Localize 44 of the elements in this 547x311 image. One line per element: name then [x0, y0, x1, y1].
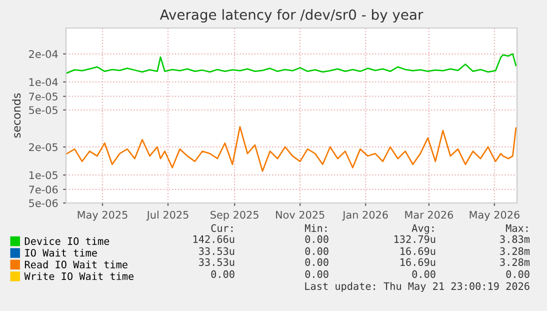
legend-label: IO Wait time	[25, 248, 97, 257]
text: Avg:	[412, 224, 434, 234]
y-tick-label: 7e-06	[29, 186, 58, 194]
y-tick-label: 1e-05	[29, 171, 58, 180]
x-tick-label: May 2026	[470, 210, 520, 221]
text: 0.00	[305, 247, 328, 255]
x-tick-label: Nov 2025	[276, 210, 324, 219]
line-series	[66, 126, 517, 172]
legend-label: Write IO Wait time	[24, 272, 134, 280]
legend-label: Read IO Wait time	[24, 260, 128, 268]
y-tick-label: 1e-04	[29, 78, 58, 86]
text: 3.28m	[500, 258, 530, 266]
text: 16.69u	[400, 247, 436, 255]
text: 33.53u	[199, 258, 234, 266]
y-tick-label: 5e-06	[29, 199, 58, 208]
x-tick-label: Jan 2026	[342, 210, 388, 221]
text: 0.00	[506, 270, 530, 278]
y-tick-label: 2e-05	[29, 143, 58, 152]
text: 0.00	[305, 258, 328, 266]
y-tick-label: 5e-05	[29, 106, 58, 114]
y-tick-label: 2e-04	[29, 50, 58, 58]
x-tick-label: Jul 2025	[146, 210, 188, 221]
x-tick-label: Mar 2026	[405, 210, 454, 219]
text: 0.00	[412, 270, 436, 278]
text: Cur:	[211, 224, 233, 232]
text: 0.00	[305, 235, 328, 243]
y-tick-label: 7e-05	[29, 92, 58, 100]
text: Last update: Thu May 21 23:00:19 2026	[305, 282, 530, 292]
text: 33.53u	[199, 247, 234, 255]
text: 3.83m	[500, 235, 530, 243]
text: Max:	[506, 224, 528, 232]
x-tick-label: May 2025	[78, 210, 128, 221]
chart-title: Average latency for /dev/sr0 - by year	[160, 9, 424, 23]
y-axis-title: seconds	[12, 93, 21, 138]
x-tick-label: Sep 2025	[210, 210, 258, 221]
text: 0.00	[305, 270, 328, 278]
text: Min:	[305, 224, 327, 232]
line-series	[66, 53, 517, 74]
text: 3.28m	[500, 247, 530, 255]
text: 142.66u	[193, 235, 234, 243]
text: 0.00	[211, 270, 234, 278]
text: 16.69u	[400, 258, 436, 266]
legend-label: Device IO time	[24, 237, 110, 245]
text: 132.79u	[394, 235, 436, 243]
